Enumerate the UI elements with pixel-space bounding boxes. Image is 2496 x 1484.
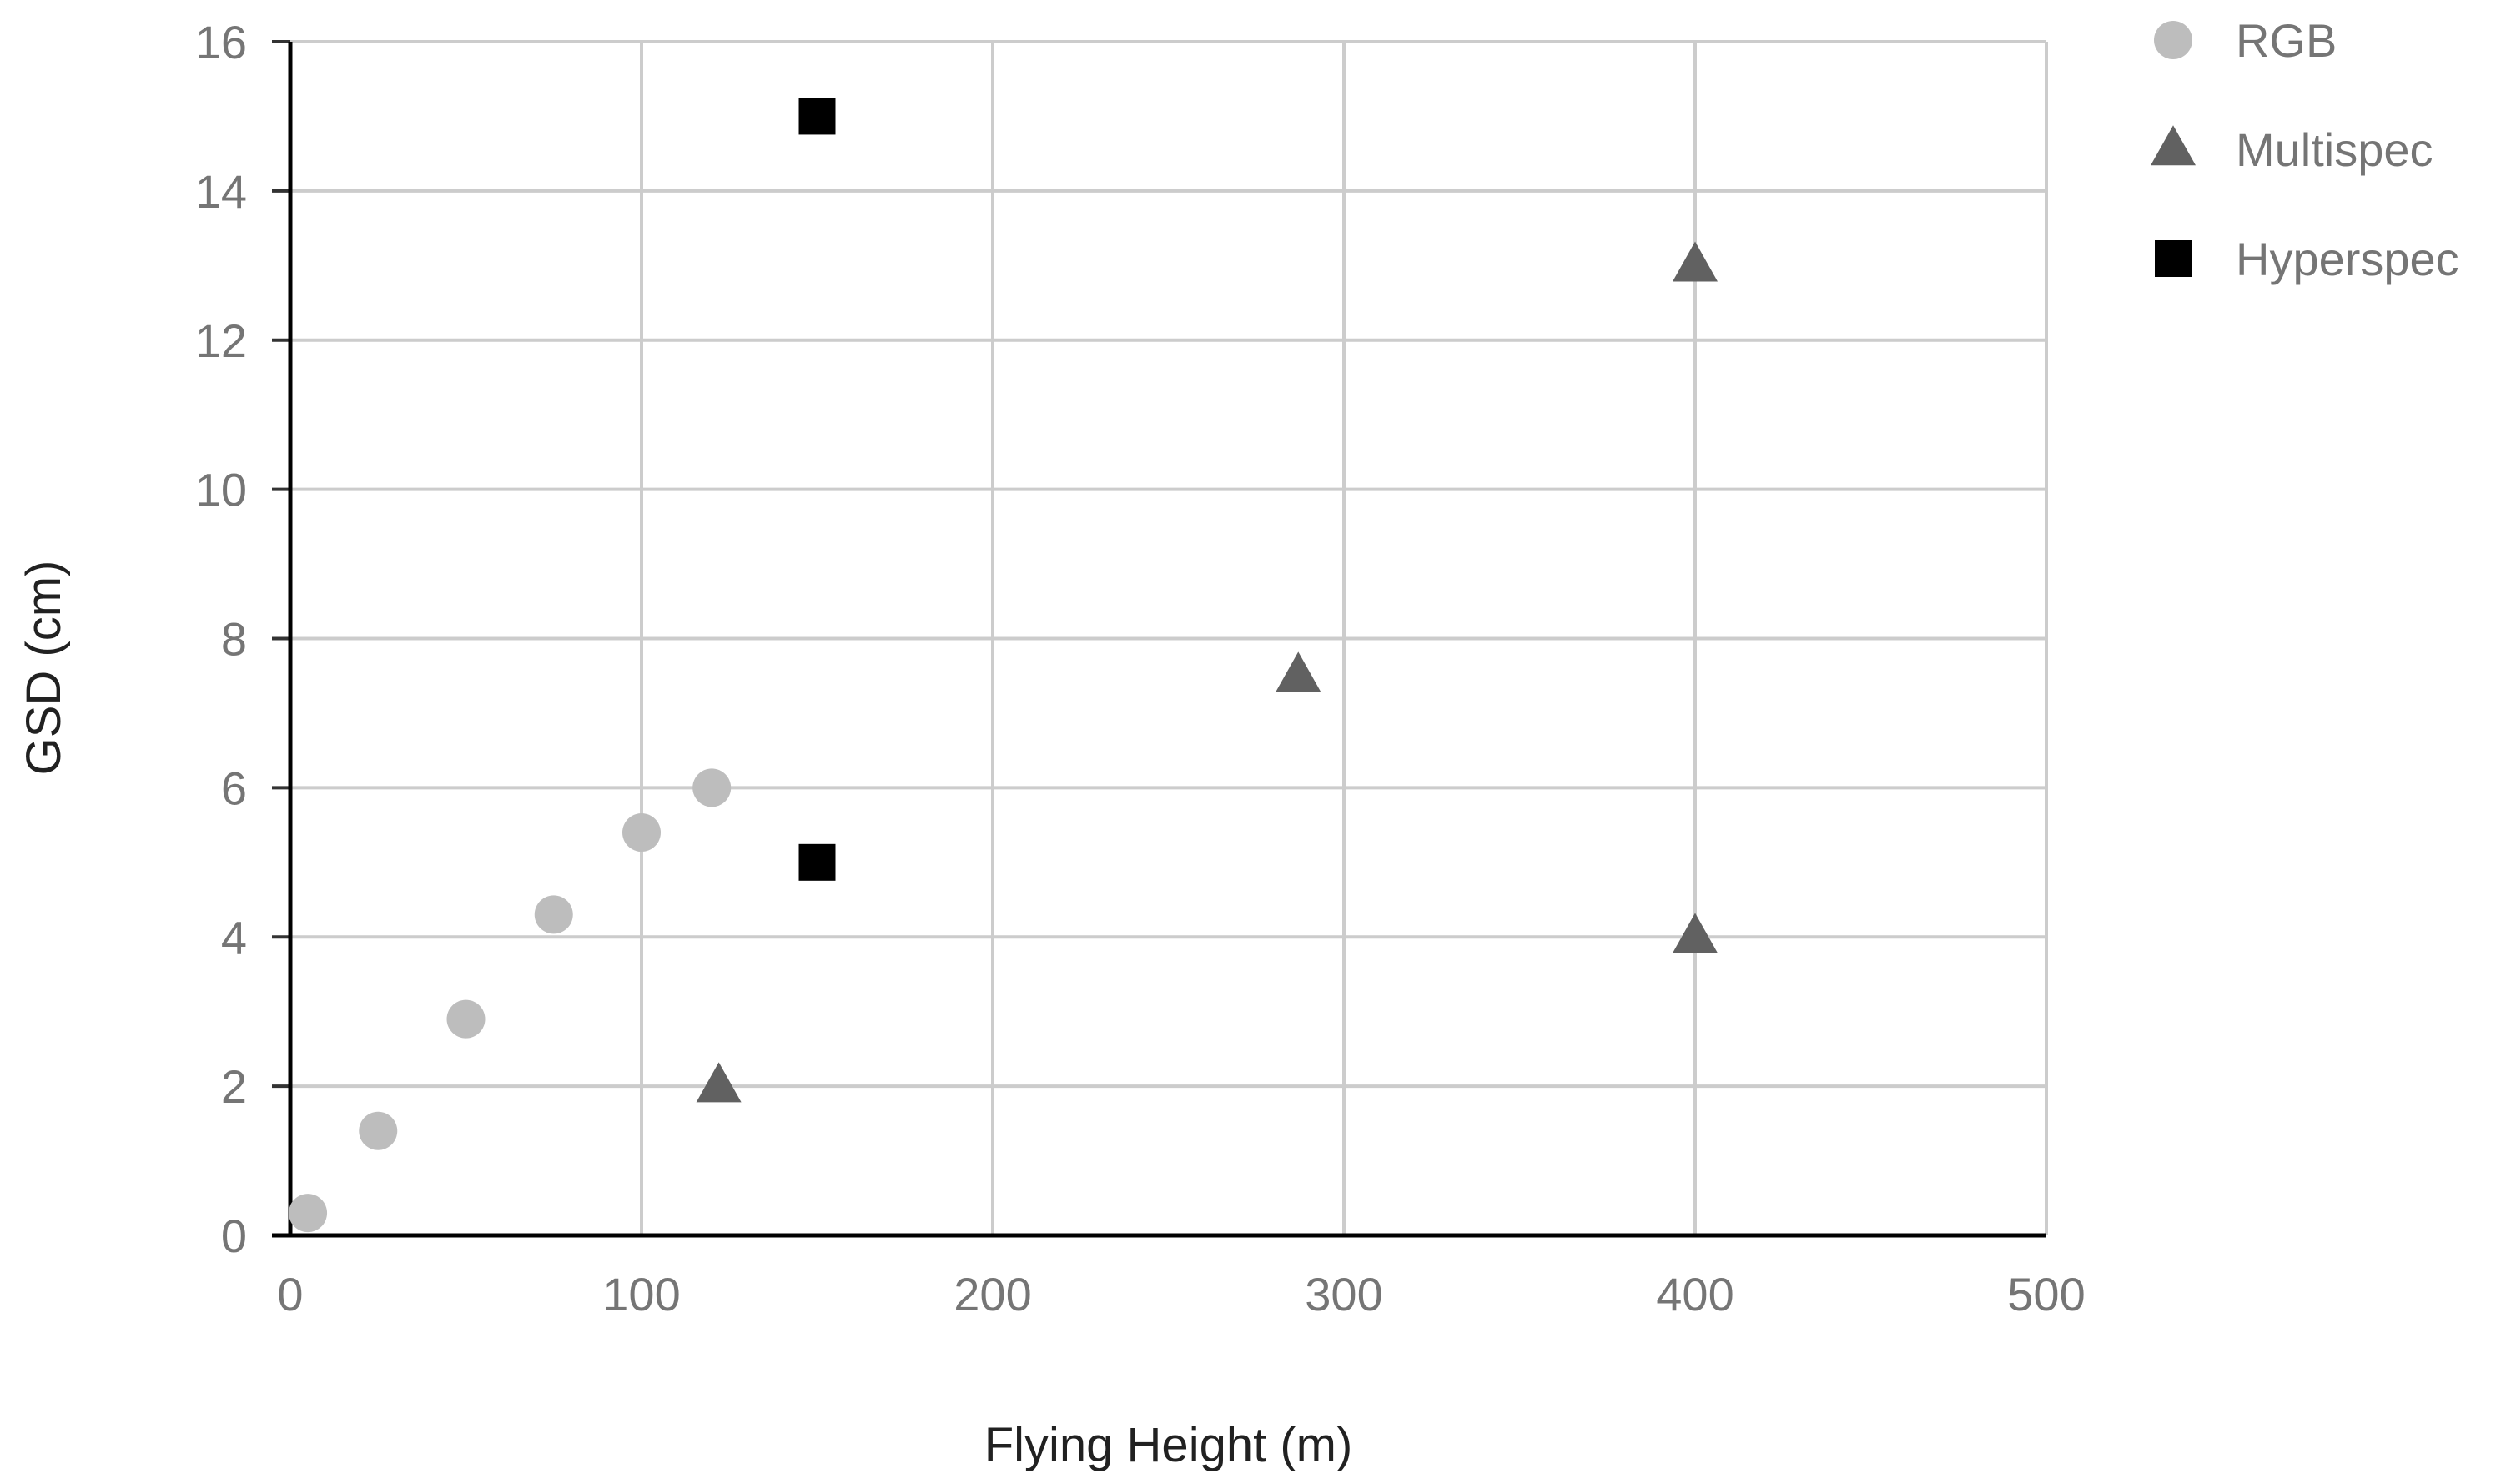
x-tick-label-500: 500 [2007,1268,2085,1321]
y-tick-label-6: 6 [221,762,247,814]
y-tick-label-4: 4 [221,911,247,963]
point-hyperspec-1 [798,843,836,881]
y-tick-label-10: 10 [195,464,247,516]
point-multispec-3 [1673,241,1718,282]
y-axis-title: GSD (cm) [17,561,71,776]
legend: RGB Multispec Hyperspec [2151,14,2459,285]
legend-label-hyperspec: Hyperspec [2236,233,2459,285]
x-tick-label-300: 300 [1305,1268,1382,1321]
data-points [289,98,1718,1233]
y-tick-label-12: 12 [195,314,247,367]
x-tick-label-100: 100 [602,1268,680,1321]
point-multispec-2 [1673,913,1718,953]
y-tick-label-8: 8 [221,613,247,666]
legend-item-rgb: RGB [2154,14,2337,67]
grid [290,40,2048,1235]
tick-labels: 0 2 4 6 8 10 12 14 16 0 100 200 300 400 500 [195,16,2086,1321]
y-tick-label-16: 16 [195,16,247,68]
point-rgb-2 [446,999,486,1039]
axes [272,40,2046,1238]
legend-item-hyperspec: Hyperspec [2155,233,2459,285]
point-hyperspec-0 [798,98,836,135]
x-tick-label-400: 400 [1656,1268,1734,1321]
point-rgb-0 [289,1194,328,1233]
y-tick-label-2: 2 [221,1060,247,1113]
point-rgb-3 [534,895,573,934]
y-tick-label-14: 14 [195,165,247,218]
point-rgb-5 [692,768,732,807]
legend-label-multispec: Multispec [2236,123,2433,176]
x-axis-title: Flying Height (m) [984,1418,1353,1472]
legend-item-multispec: Multispec [2151,123,2433,176]
point-rgb-1 [359,1111,398,1150]
point-rgb-4 [622,813,661,853]
legend-marker-hyperspec [2155,240,2192,277]
legend-label-rgb: RGB [2236,14,2337,67]
x-tick-label-200: 200 [954,1268,1031,1321]
x-tick-label-0: 0 [277,1268,303,1321]
legend-marker-rgb [2154,21,2192,59]
legend-marker-multispec [2151,125,2196,166]
point-multispec-1 [1276,651,1321,692]
point-multispec-0 [696,1062,742,1103]
y-tick-label-0: 0 [221,1210,247,1262]
